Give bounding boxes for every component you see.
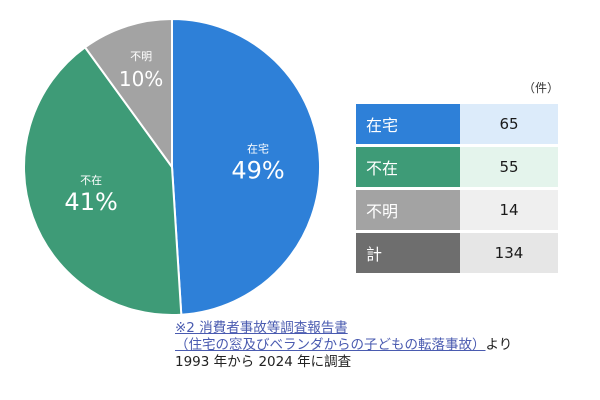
slice-category-label: 不在	[80, 174, 102, 187]
row-value-at-home: 65	[460, 104, 558, 144]
slice-category-label: 在宅	[247, 141, 269, 155]
slice-percent-label: 10%	[119, 67, 163, 91]
row-value-total: 134	[460, 233, 558, 273]
slice-unknown	[83, 17, 173, 171]
slice-percent-label: 41%	[64, 188, 117, 216]
row-label-total: 計	[356, 233, 460, 273]
row-label-absent: 不在	[356, 147, 460, 187]
slice-category-label: 不明	[130, 50, 152, 63]
table-row: 在宅 65	[356, 104, 558, 144]
row-label-unknown: 不明	[356, 190, 460, 230]
table-row: 不在 55	[356, 147, 558, 187]
count-table: 在宅 65 不在 55 不明 14 計 134	[356, 101, 558, 276]
row-value-unknown: 14	[460, 190, 558, 230]
table-unit-label: （件）	[523, 81, 560, 95]
table-row: 不明 14	[356, 190, 558, 230]
row-value-absent: 55	[460, 147, 558, 187]
slice-absent	[23, 45, 183, 316]
report-link-subtitle[interactable]: （住宅の窓及びベランダからの子どもの転落事故）	[175, 337, 486, 353]
report-link-title[interactable]: ※2 消費者事故等調査報告書	[175, 320, 348, 336]
survey-period: 1993 年から 2024 年に調査	[175, 354, 352, 370]
source-suffix: より	[485, 337, 513, 353]
row-label-at-home: 在宅	[356, 104, 460, 144]
table-row: 計 134	[356, 233, 558, 273]
slice-percent-label: 49%	[231, 156, 284, 184]
slice-at-home	[171, 17, 322, 316]
source-note: ※2 消費者事故等調査報告書 （住宅の窓及びベランダからの子どもの転落事故）より…	[175, 320, 512, 371]
